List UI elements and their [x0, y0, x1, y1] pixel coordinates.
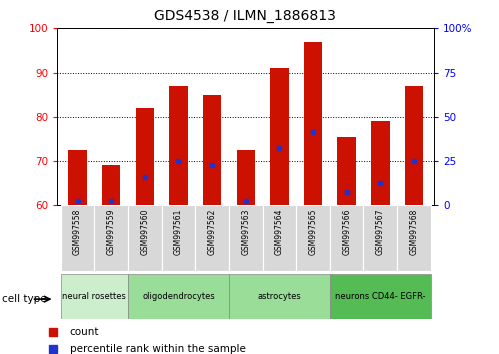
Bar [337, 137, 356, 205]
Text: neurons CD44- EGFR-: neurons CD44- EGFR- [335, 292, 426, 301]
Text: neural rosettes: neural rosettes [62, 292, 126, 301]
FancyBboxPatch shape [262, 205, 296, 271]
Bar [304, 41, 322, 205]
Text: GSM997563: GSM997563 [241, 209, 250, 255]
Text: GSM997560: GSM997560 [140, 209, 149, 255]
Text: percentile rank within the sample: percentile rank within the sample [69, 344, 246, 354]
Bar [203, 95, 222, 205]
FancyBboxPatch shape [229, 205, 262, 271]
Text: astrocytes: astrocytes [257, 292, 301, 301]
FancyBboxPatch shape [229, 274, 330, 319]
FancyBboxPatch shape [128, 205, 162, 271]
FancyBboxPatch shape [330, 274, 431, 319]
Bar [102, 165, 120, 205]
Text: count: count [69, 327, 99, 337]
FancyBboxPatch shape [128, 274, 229, 319]
FancyBboxPatch shape [330, 205, 363, 271]
Text: GSM997559: GSM997559 [107, 209, 116, 255]
Text: GSM997558: GSM997558 [73, 209, 82, 255]
Text: GSM997566: GSM997566 [342, 209, 351, 255]
Bar [68, 150, 87, 205]
Bar [237, 150, 255, 205]
Text: GSM997567: GSM997567 [376, 209, 385, 255]
Bar [136, 108, 154, 205]
FancyBboxPatch shape [61, 274, 128, 319]
Text: GSM997565: GSM997565 [308, 209, 317, 255]
Text: GDS4538 / ILMN_1886813: GDS4538 / ILMN_1886813 [154, 9, 335, 23]
Bar [169, 86, 188, 205]
Text: GSM997562: GSM997562 [208, 209, 217, 255]
Bar [371, 121, 390, 205]
FancyBboxPatch shape [94, 205, 128, 271]
Text: cell type: cell type [2, 294, 47, 304]
Text: oligodendrocytes: oligodendrocytes [142, 292, 215, 301]
FancyBboxPatch shape [397, 205, 431, 271]
FancyBboxPatch shape [162, 205, 195, 271]
Bar [405, 86, 423, 205]
FancyBboxPatch shape [363, 205, 397, 271]
Bar [270, 68, 288, 205]
Text: GSM997564: GSM997564 [275, 209, 284, 255]
FancyBboxPatch shape [296, 205, 330, 271]
Text: GSM997561: GSM997561 [174, 209, 183, 255]
FancyBboxPatch shape [61, 205, 94, 271]
FancyBboxPatch shape [195, 205, 229, 271]
Text: GSM997568: GSM997568 [410, 209, 419, 255]
